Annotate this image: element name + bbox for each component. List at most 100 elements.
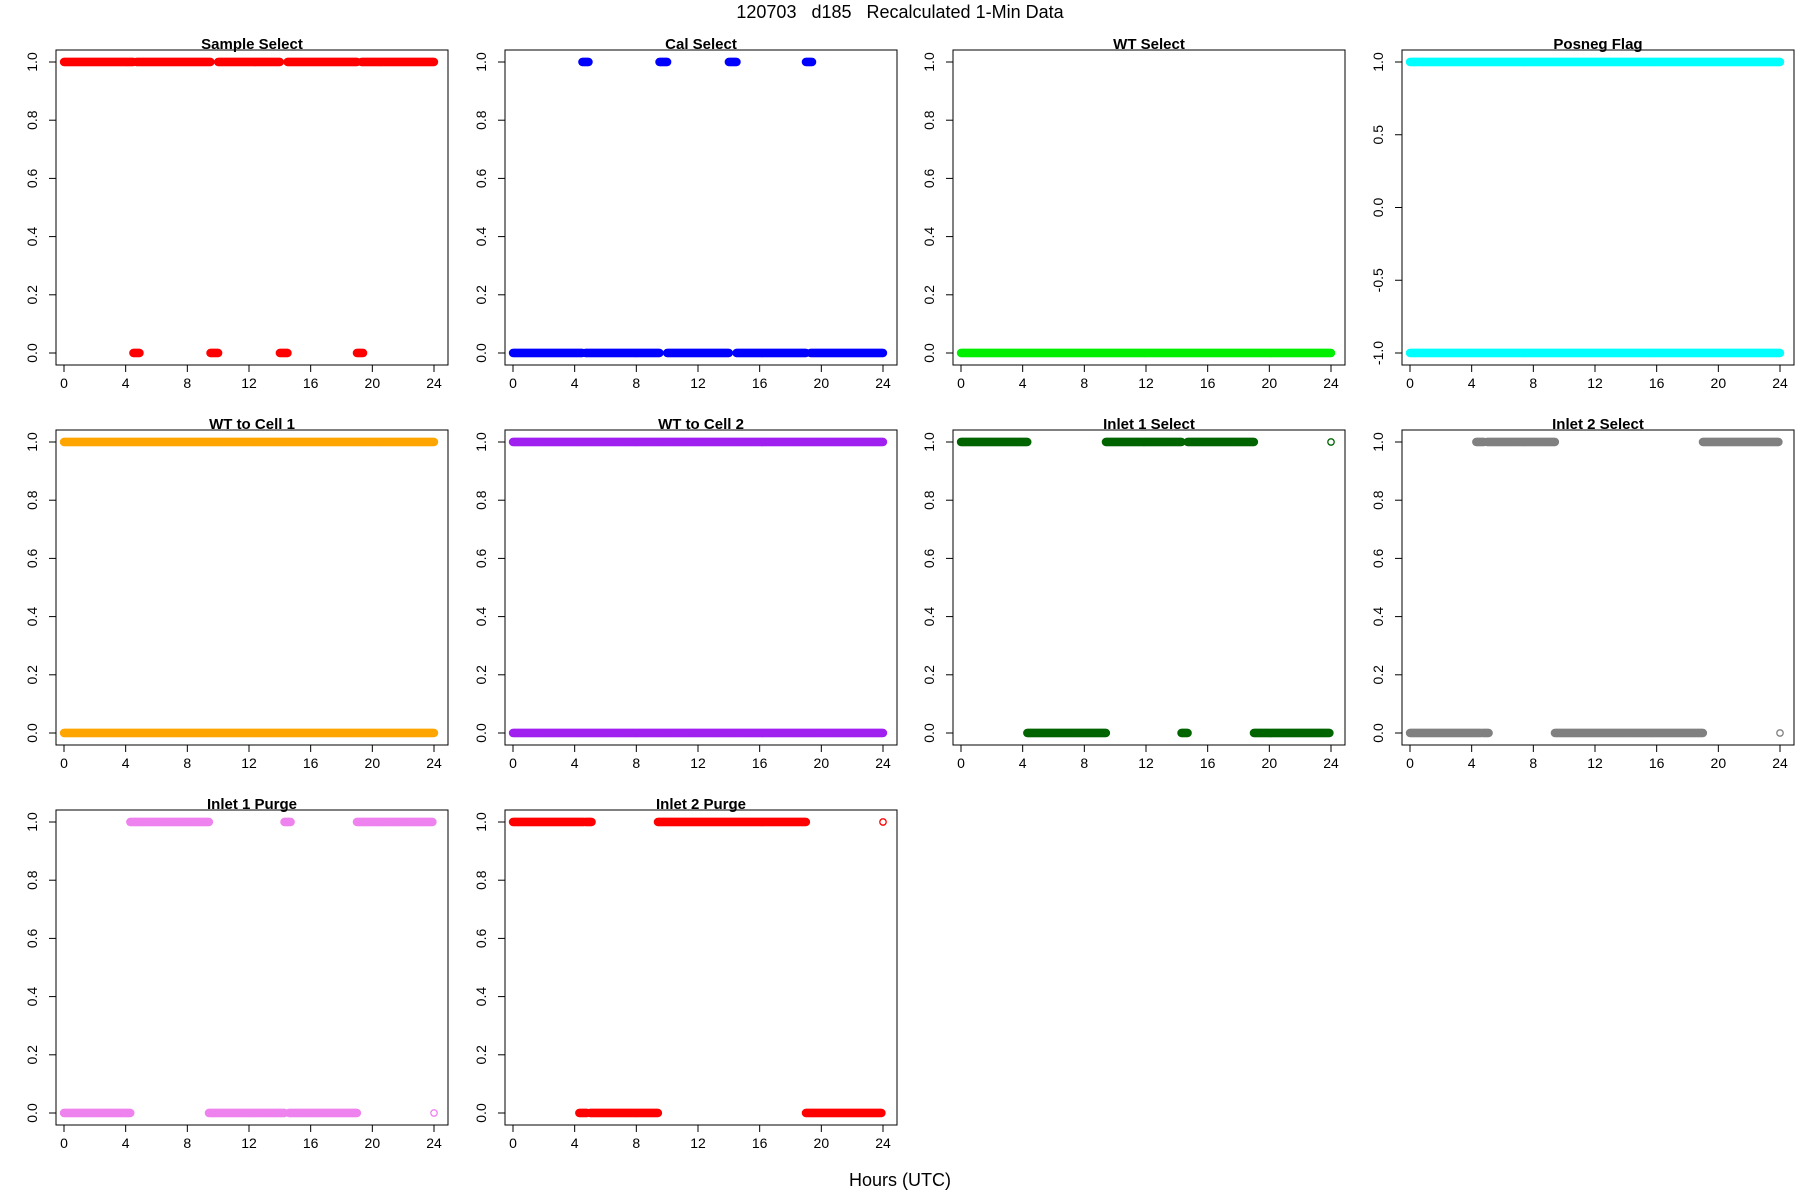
y-tick-label: 0.8 (473, 490, 489, 510)
data-series (1023, 728, 1334, 738)
y-tick-label: 0.2 (921, 665, 937, 685)
data-point (1249, 437, 1259, 447)
data-point (655, 348, 664, 358)
y-tick-label: 1.0 (473, 432, 489, 452)
data-series (956, 437, 1259, 447)
data-point (724, 348, 734, 358)
data-point (1183, 728, 1192, 738)
data-point (206, 57, 215, 67)
panel-title: WT to Cell 1 (209, 416, 295, 433)
plot-frame (952, 49, 1346, 366)
x-tick-label: 8 (183, 375, 191, 391)
y-tick-label: 0.4 (24, 607, 40, 627)
data-point (1023, 437, 1032, 447)
x-tick-label: 0 (60, 755, 68, 771)
data-point (213, 348, 223, 358)
data-point (807, 57, 817, 67)
y-tick-label: 0.4 (24, 227, 40, 247)
y-tick-label: 0.6 (473, 168, 489, 188)
y-tick-label: 0.8 (921, 490, 937, 510)
data-point (1326, 348, 1336, 358)
x-tick-label: 24 (426, 375, 442, 391)
x-tick-label: 16 (752, 375, 768, 391)
data-point (1101, 728, 1111, 738)
x-tick-label: 12 (1587, 375, 1603, 391)
data-series (508, 348, 888, 358)
x-tick-label: 16 (752, 755, 768, 771)
y-tick-label: 0.4 (921, 227, 937, 247)
y-tick-label: -1.0 (1370, 341, 1386, 365)
y-tick-label: 0.6 (24, 168, 40, 188)
x-tick-label: 20 (365, 755, 381, 771)
data-point (878, 437, 888, 447)
x-tick-label: 20 (1262, 755, 1278, 771)
data-point (275, 57, 285, 67)
panel-title: Cal Select (665, 36, 737, 53)
x-tick-label: 12 (690, 375, 706, 391)
x-tick-label: 16 (303, 375, 319, 391)
data-point (1775, 57, 1785, 67)
data-point (732, 57, 741, 67)
y-tick-label: 0.8 (24, 490, 40, 510)
y-tick-label: 0.8 (24, 110, 40, 130)
y-tick-label: 0.2 (473, 285, 489, 305)
panel-title: Inlet 1 Select (1103, 416, 1195, 433)
x-tick-label: 12 (1138, 755, 1154, 771)
plot-frame (55, 49, 449, 366)
x-tick-label: 8 (1080, 755, 1088, 771)
y-tick-label: 1.0 (1370, 52, 1386, 72)
y-tick-label: 0.0 (921, 723, 937, 743)
panel-5: WT to Cell 10 4 8 12 16 20 240.00.20.40.60.81.… (24, 416, 449, 771)
x-tick-label: 20 (1262, 375, 1278, 391)
data-point (283, 348, 292, 358)
y-tick-label: 1.0 (24, 432, 40, 452)
x-tick-label: 0 (957, 755, 965, 771)
y-tick-label: 0.6 (921, 168, 937, 188)
data-series (1405, 57, 1785, 67)
panel-title: WT Select (1113, 36, 1185, 53)
data-point (429, 57, 439, 67)
y-tick-label: 0.4 (473, 227, 489, 247)
data-point (1775, 348, 1785, 358)
data-series (508, 728, 888, 738)
plot-frame (504, 49, 898, 366)
plot-frame (1401, 49, 1795, 366)
y-tick-label: 0.4 (473, 607, 489, 627)
data-series (508, 437, 888, 447)
data-point (878, 728, 888, 738)
y-tick-label: 0.2 (473, 665, 489, 685)
data-series (59, 57, 439, 67)
y-tick-label: 0.0 (24, 343, 40, 363)
figure-title: 120703 d185 Recalculated 1-Min Data (736, 2, 1064, 22)
y-tick-label: 0.0 (1370, 198, 1386, 218)
x-tick-label: 4 (122, 755, 130, 771)
y-tick-label: -0.5 (1370, 268, 1386, 292)
panel-title: WT to Cell 2 (658, 416, 744, 433)
panel-title: Sample Select (201, 36, 303, 53)
y-tick-label: 0.0 (473, 343, 489, 363)
x-tick-label: 12 (241, 755, 257, 771)
y-tick-label: 1.0 (24, 52, 40, 72)
plot-frame (504, 429, 898, 746)
y-tick-label: 0.2 (921, 285, 937, 305)
data-point (358, 348, 368, 358)
x-tick-label: 24 (875, 755, 891, 771)
x-tick-label: 8 (1080, 375, 1088, 391)
x-tick-label: 8 (632, 755, 640, 771)
x-tick-label: 20 (814, 755, 830, 771)
y-tick-label: 0.6 (24, 548, 40, 568)
x-tick-label: 16 (1200, 375, 1216, 391)
x-tick-label: 0 (60, 375, 68, 391)
x-tick-label: 20 (814, 375, 830, 391)
x-tick-label: 24 (1323, 375, 1339, 391)
y-tick-label: 0.6 (921, 548, 937, 568)
y-tick-label: 1.0 (921, 52, 937, 72)
y-tick-label: 0.8 (473, 110, 489, 130)
data-point (429, 728, 439, 738)
panel-title: Posneg Flag (1553, 36, 1642, 53)
x-tick-label: 12 (690, 755, 706, 771)
